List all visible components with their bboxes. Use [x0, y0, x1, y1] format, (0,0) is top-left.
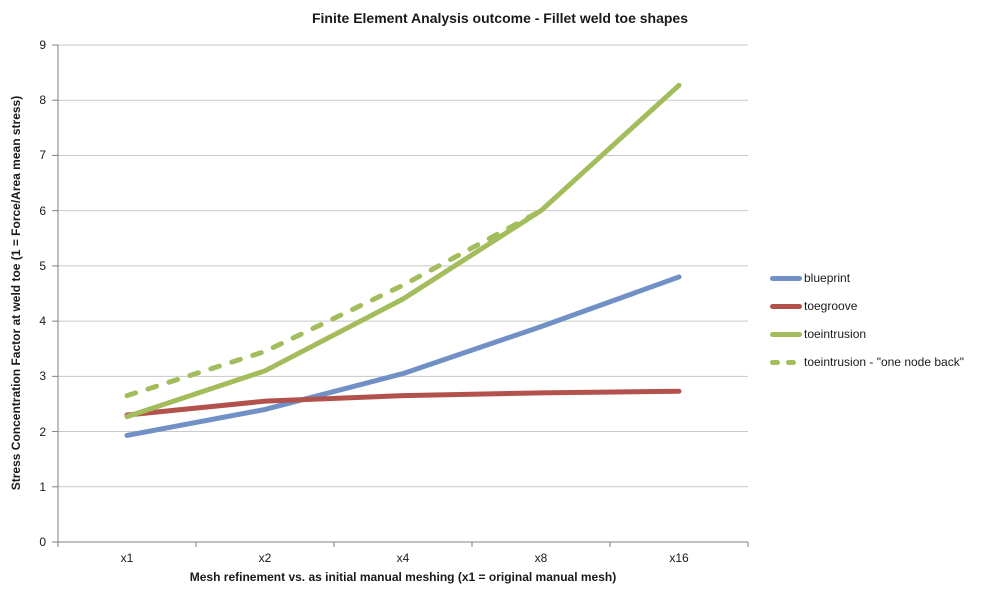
chart-title: Finite Element Analysis outcome - Fillet… [311, 10, 688, 26]
legend-label: toegroove [804, 299, 858, 313]
y-tick-label: 9 [39, 38, 46, 52]
y-tick-label: 7 [39, 148, 46, 163]
legend-swatch-line [770, 303, 802, 309]
y-tick-label: 4 [39, 314, 46, 329]
legend-label: blueprint [804, 271, 851, 285]
y-tick-label: 8 [39, 93, 46, 108]
legend-item: toegroove [770, 292, 964, 320]
legend: blueprint toegroove toeintrusion toeintrusi… [770, 264, 964, 376]
legend-item: toeintrusion - "one node back" [770, 348, 964, 376]
legend-item: toeintrusion [770, 320, 964, 348]
y-tick-label: 1 [39, 479, 46, 494]
x-tick-label: x8 [534, 551, 548, 565]
series-line-toegroove [124, 388, 682, 418]
x-tick-label: x4 [396, 551, 410, 565]
x-axis-title: Mesh refinement vs. as initial manual me… [189, 570, 617, 584]
y-tick-label: 5 [39, 258, 46, 273]
legend-swatch-line [770, 359, 802, 365]
y-tick-label: 6 [39, 203, 46, 218]
y-tick-label: 0 [39, 535, 46, 549]
x-tick-label: x2 [258, 551, 272, 565]
legend-swatch-line [770, 275, 802, 281]
series-line-blueprint [124, 274, 682, 438]
x-tick-label: x16 [669, 551, 689, 565]
x-tick-label: x1 [120, 551, 134, 565]
series-line-toeintrusion [124, 82, 682, 420]
legend-label: toeintrusion - "one node back" [804, 355, 964, 369]
legend-swatch-line [770, 331, 802, 337]
legend-label: toeintrusion [804, 327, 867, 341]
y-tick-label: 2 [39, 424, 46, 439]
y-tick-label: 3 [39, 369, 46, 384]
legend-item: blueprint [770, 264, 964, 292]
series-line-toeintrusion-one-node-back [124, 208, 544, 399]
